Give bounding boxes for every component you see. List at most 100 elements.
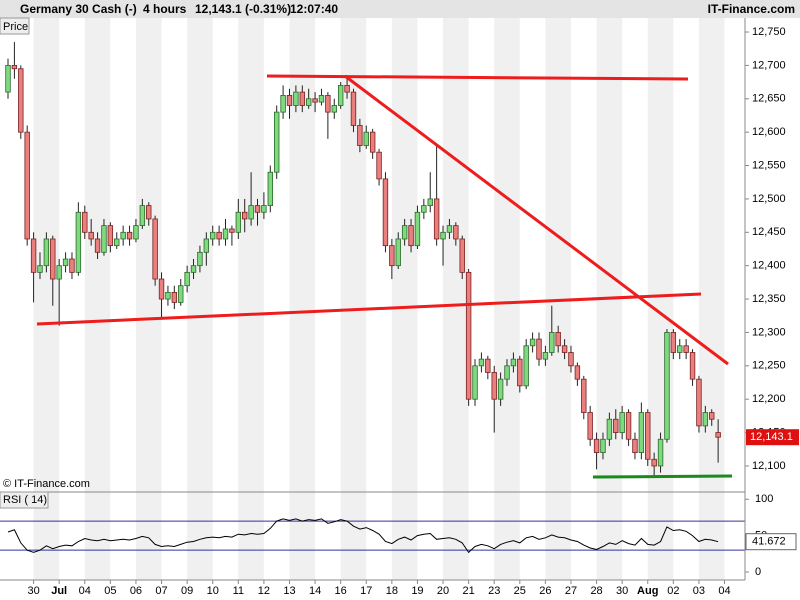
y-tick-label: 12,350 [752, 293, 786, 305]
candle-body [357, 125, 363, 146]
candle-body [216, 231, 222, 240]
candle-body [485, 358, 491, 373]
candle-body [414, 211, 421, 247]
candle-body [619, 412, 625, 433]
candle-body [171, 291, 178, 303]
candle-body [69, 258, 75, 273]
candle-body [30, 238, 37, 273]
candle-body [242, 211, 248, 220]
candle-body [593, 438, 600, 454]
candle-body [600, 438, 606, 454]
candle-body [651, 458, 657, 467]
candle-body [62, 258, 69, 267]
candle-body [273, 111, 280, 173]
panel-label: Price [3, 21, 28, 33]
candle-body [382, 178, 389, 247]
candle-body [664, 332, 670, 440]
candle-body [235, 211, 242, 233]
day-band [391, 18, 418, 580]
candle-body [43, 238, 50, 267]
rsi-line [7, 518, 719, 554]
candle-body [337, 85, 344, 106]
candle-body [427, 198, 433, 206]
header-bar [0, 0, 800, 18]
x-tick-label: 03 [693, 585, 705, 597]
marks-layer [0, 42, 745, 554]
y-tick-label: 12,550 [752, 159, 786, 171]
candle-body [203, 238, 210, 253]
x-tick-label: Jul [51, 585, 67, 597]
y-tick-label: 12,450 [752, 226, 786, 238]
x-tick-label: 30 [27, 585, 39, 597]
candle-body [24, 131, 30, 240]
x-tick-label: 19 [411, 585, 423, 597]
y-tick-label: 12,300 [752, 326, 786, 338]
candle-body [267, 171, 273, 206]
candle-body [280, 95, 286, 113]
panel-label-box [0, 17, 30, 35]
candle-body [165, 291, 171, 300]
x-tick-label: 27 [565, 585, 577, 597]
candle-body [542, 352, 549, 360]
y-tick-label: 12,400 [752, 260, 786, 272]
annotation-layer [36, 74, 733, 479]
candle-body [312, 98, 318, 103]
y-tick-label: 12,500 [752, 193, 786, 205]
candle-body [107, 225, 114, 247]
x-tick-label: 23 [488, 585, 500, 597]
x-tick-label: 04 [718, 585, 730, 597]
candle-body [587, 412, 593, 440]
day-band [443, 18, 469, 580]
candle-body [421, 205, 427, 213]
x-tick-label: 09 [181, 585, 193, 597]
y-tick-label: 12,750 [752, 26, 786, 38]
candle-body [5, 65, 11, 93]
candle-body [178, 285, 184, 303]
day-band [135, 18, 162, 580]
candle-body [465, 271, 472, 400]
y-tick-label: 0 [755, 566, 761, 578]
candle-body [433, 198, 440, 240]
day-band [33, 18, 60, 580]
rsi-last-box [745, 533, 797, 551]
candle-body [696, 378, 702, 427]
candle-body [497, 378, 504, 400]
resistance-line [266, 74, 689, 81]
candle-body [389, 245, 395, 267]
candle-body [561, 345, 568, 353]
candle-body [504, 365, 510, 380]
x-tick-label: 28 [590, 585, 602, 597]
candle-body [158, 278, 165, 300]
candle-body [184, 271, 190, 287]
candle-body [549, 332, 555, 353]
candle-body [376, 151, 382, 180]
candle-body [94, 238, 101, 253]
candle-body [146, 205, 152, 220]
candle-body [408, 225, 414, 247]
x-tick-label: 25 [514, 585, 526, 597]
candle-body [305, 98, 312, 106]
candle-body [395, 238, 401, 267]
candle-body [510, 358, 517, 367]
x-tick-label: 05 [104, 585, 116, 597]
brand: IT-Finance.com [708, 2, 795, 16]
candle-body [197, 251, 203, 267]
y-tick-label: 12,200 [752, 393, 786, 405]
x-tick-label: 02 [667, 585, 679, 597]
y-tick-label: 12,600 [752, 126, 786, 138]
candle-body [222, 228, 229, 240]
candle-body [126, 231, 133, 240]
candle-body [574, 365, 581, 380]
candle-body [709, 412, 715, 420]
candle-body [702, 412, 709, 427]
candle-body [536, 338, 542, 360]
x-tick-label: 11 [233, 585, 244, 597]
x-tick-label: 07 [155, 585, 167, 597]
x-tick-label: 20 [437, 585, 449, 597]
candle-body [440, 231, 446, 240]
candle-body [613, 418, 619, 433]
x-tick-label: 18 [386, 585, 398, 597]
y-tick-label: 12,100 [752, 460, 786, 472]
